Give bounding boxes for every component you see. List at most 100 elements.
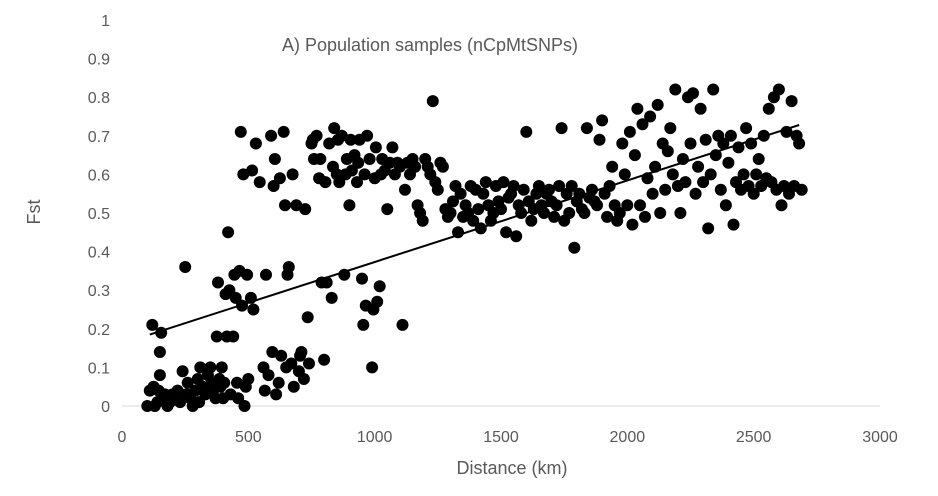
data-point xyxy=(747,187,760,200)
x-axis-title: Distance (km) xyxy=(456,458,567,478)
data-point xyxy=(689,187,702,200)
y-tick-label: 0.6 xyxy=(88,167,110,184)
data-point xyxy=(580,122,593,135)
data-point xyxy=(444,207,457,219)
y-tick-label: 1 xyxy=(101,13,110,30)
data-point xyxy=(704,168,717,181)
data-point xyxy=(644,110,657,123)
y-axis-ticks: 0 0.1 0.2 0.3 0.4 0.5 0.6 0.7 0.8 0.9 1 xyxy=(88,13,110,416)
data-point xyxy=(737,168,750,181)
data-point xyxy=(687,87,699,100)
data-point xyxy=(591,199,603,212)
data-point xyxy=(532,180,545,192)
data-point xyxy=(601,210,614,223)
data-point xyxy=(249,137,262,150)
data-point xyxy=(447,195,459,208)
data-point xyxy=(724,129,737,142)
x-tick-label: 2000 xyxy=(610,429,646,446)
data-point xyxy=(543,183,555,196)
data-point xyxy=(265,129,278,142)
data-point xyxy=(361,129,374,142)
data-point xyxy=(548,210,561,223)
data-point xyxy=(654,207,667,219)
data-point xyxy=(268,153,281,165)
data-point xyxy=(386,141,399,154)
data-point xyxy=(659,183,672,196)
data-point xyxy=(623,125,636,138)
data-point xyxy=(279,199,291,212)
data-point xyxy=(371,295,384,308)
data-point xyxy=(282,261,295,273)
data-points xyxy=(141,83,808,412)
data-point xyxy=(593,133,606,146)
data-point xyxy=(301,311,314,324)
data-point xyxy=(426,95,439,108)
data-point xyxy=(247,303,260,316)
data-point xyxy=(538,207,550,219)
data-point xyxy=(181,376,194,389)
data-point xyxy=(176,365,189,378)
data-point xyxy=(626,218,639,231)
trendline xyxy=(149,124,800,336)
x-tick-label: 3000 xyxy=(862,429,898,446)
data-point xyxy=(717,137,730,150)
data-point xyxy=(358,168,371,181)
data-point xyxy=(299,203,312,216)
data-point xyxy=(277,125,290,138)
data-point xyxy=(719,199,732,212)
data-point xyxy=(328,122,341,135)
data-point xyxy=(520,125,533,138)
data-point xyxy=(568,241,581,254)
data-point xyxy=(772,83,785,96)
data-point xyxy=(369,141,382,154)
x-tick-label: 1500 xyxy=(483,429,519,446)
data-point xyxy=(628,149,641,162)
y-tick-label: 0.2 xyxy=(88,322,110,339)
data-point xyxy=(241,268,254,281)
data-point xyxy=(740,122,753,135)
data-point xyxy=(262,369,275,382)
data-point xyxy=(416,214,429,227)
data-point xyxy=(563,207,576,219)
data-point xyxy=(497,176,510,189)
y-tick-label: 0.5 xyxy=(88,206,110,223)
data-point xyxy=(194,361,207,374)
data-point xyxy=(785,95,798,108)
data-point xyxy=(431,183,444,196)
y-tick-label: 0.1 xyxy=(88,360,110,377)
data-point xyxy=(204,361,217,374)
data-point xyxy=(555,122,568,135)
chart-title: A) Population samples (nCpMtSNPs) xyxy=(282,35,578,55)
data-point xyxy=(613,207,626,219)
data-point xyxy=(616,137,629,150)
data-point xyxy=(285,357,298,370)
data-point xyxy=(153,369,166,382)
data-point xyxy=(692,160,705,173)
data-point xyxy=(253,176,266,189)
data-point xyxy=(702,222,715,235)
data-point xyxy=(618,168,631,181)
data-point xyxy=(363,153,376,165)
data-point xyxy=(699,133,712,146)
data-point xyxy=(684,137,697,150)
data-point xyxy=(275,349,288,362)
data-point xyxy=(238,400,251,412)
data-point xyxy=(661,145,674,158)
data-point xyxy=(179,261,192,273)
data-point xyxy=(722,156,735,169)
data-point xyxy=(373,280,386,293)
data-point xyxy=(525,214,538,227)
data-point xyxy=(636,118,649,131)
data-point xyxy=(286,168,299,181)
data-point xyxy=(793,137,806,150)
data-point xyxy=(495,203,507,216)
data-point xyxy=(242,373,255,385)
data-point xyxy=(246,164,259,177)
data-point xyxy=(762,102,775,115)
data-point xyxy=(651,98,664,111)
data-point xyxy=(399,183,411,196)
data-point xyxy=(258,384,271,397)
data-point xyxy=(146,318,159,331)
x-axis-ticks: 0 500 1000 1500 2000 2500 3000 xyxy=(118,429,898,446)
